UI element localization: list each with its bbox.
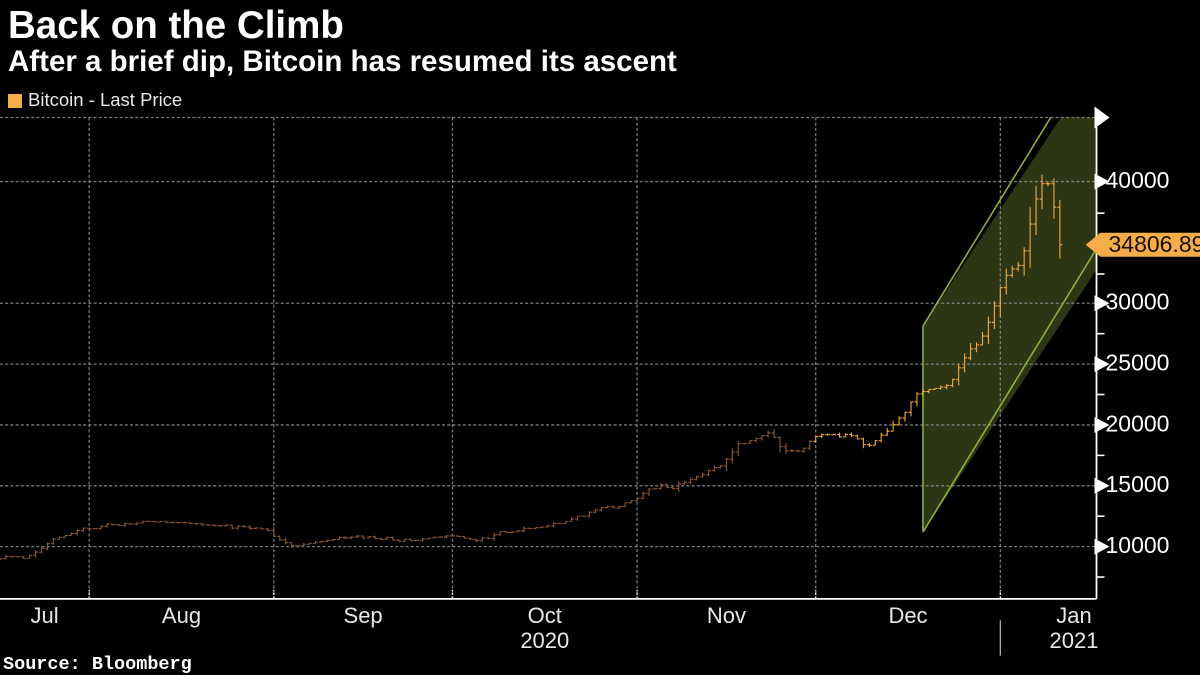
svg-text:25000: 25000 bbox=[1106, 349, 1170, 375]
svg-text:40000: 40000 bbox=[1106, 167, 1170, 193]
svg-text:34806.89: 34806.89 bbox=[1109, 231, 1200, 257]
svg-text:15000: 15000 bbox=[1106, 471, 1170, 497]
svg-text:30000: 30000 bbox=[1106, 289, 1170, 315]
svg-text:20000: 20000 bbox=[1106, 410, 1170, 436]
svg-text:10000: 10000 bbox=[1106, 532, 1170, 558]
